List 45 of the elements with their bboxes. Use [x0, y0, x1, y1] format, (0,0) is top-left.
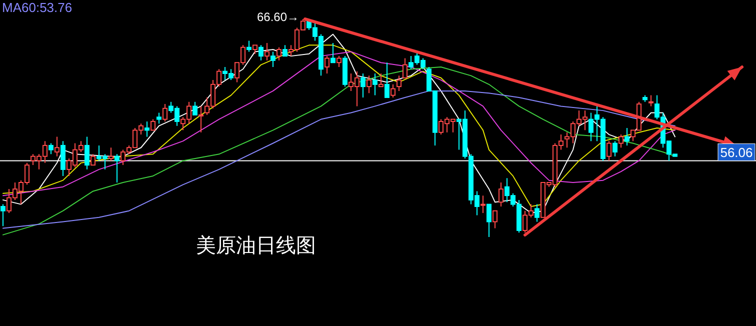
candlestick: [324, 56, 330, 74]
candlestick: [360, 73, 366, 98]
annotation: 66.60→: [256, 10, 299, 24]
candlestick: [54, 136, 60, 157]
annotation: 美原油日线图: [196, 233, 316, 257]
candlestick: [270, 51, 276, 68]
candlestick: [114, 154, 120, 183]
candlestick: [156, 112, 162, 124]
candlestick: [402, 58, 408, 78]
candlestick: [246, 40, 252, 52]
candlestick: [624, 128, 630, 146]
candlestick: [336, 56, 342, 68]
candlestick: [108, 147, 114, 162]
candlestick: [0, 204, 6, 227]
candlestick: [396, 75, 402, 92]
candlestick: [618, 134, 624, 148]
candlestick: [372, 73, 378, 96]
candlestick: [366, 75, 372, 94]
text: MA60:53.76: [2, 0, 72, 15]
annotation: 56.06: [720, 144, 753, 160]
candlestick: [612, 140, 618, 157]
candlestick: [390, 84, 396, 98]
candlestick: [498, 182, 504, 207]
candlestick: [144, 120, 150, 138]
candlestick: [282, 44, 288, 57]
candlestick: [60, 140, 66, 176]
candlestick: [90, 154, 96, 166]
candlestick: [276, 46, 282, 61]
candlestick: [330, 42, 336, 64]
candlestick: [162, 104, 168, 122]
candlestick: [264, 42, 270, 61]
candlestick: [198, 106, 204, 133]
candlestick: [192, 101, 198, 116]
candlestick: [606, 140, 612, 162]
candlestick: [480, 195, 486, 214]
candlestick: [384, 62, 390, 98]
candlestick: [258, 44, 264, 61]
candlestick: [648, 94, 654, 107]
candlestick: [486, 204, 492, 238]
candlestick: [492, 210, 498, 229]
candlestick: [48, 142, 54, 155]
candlestick: [534, 204, 540, 222]
candlestick: [378, 73, 384, 88]
candlestick: [84, 136, 90, 170]
candlestick: [150, 118, 156, 131]
